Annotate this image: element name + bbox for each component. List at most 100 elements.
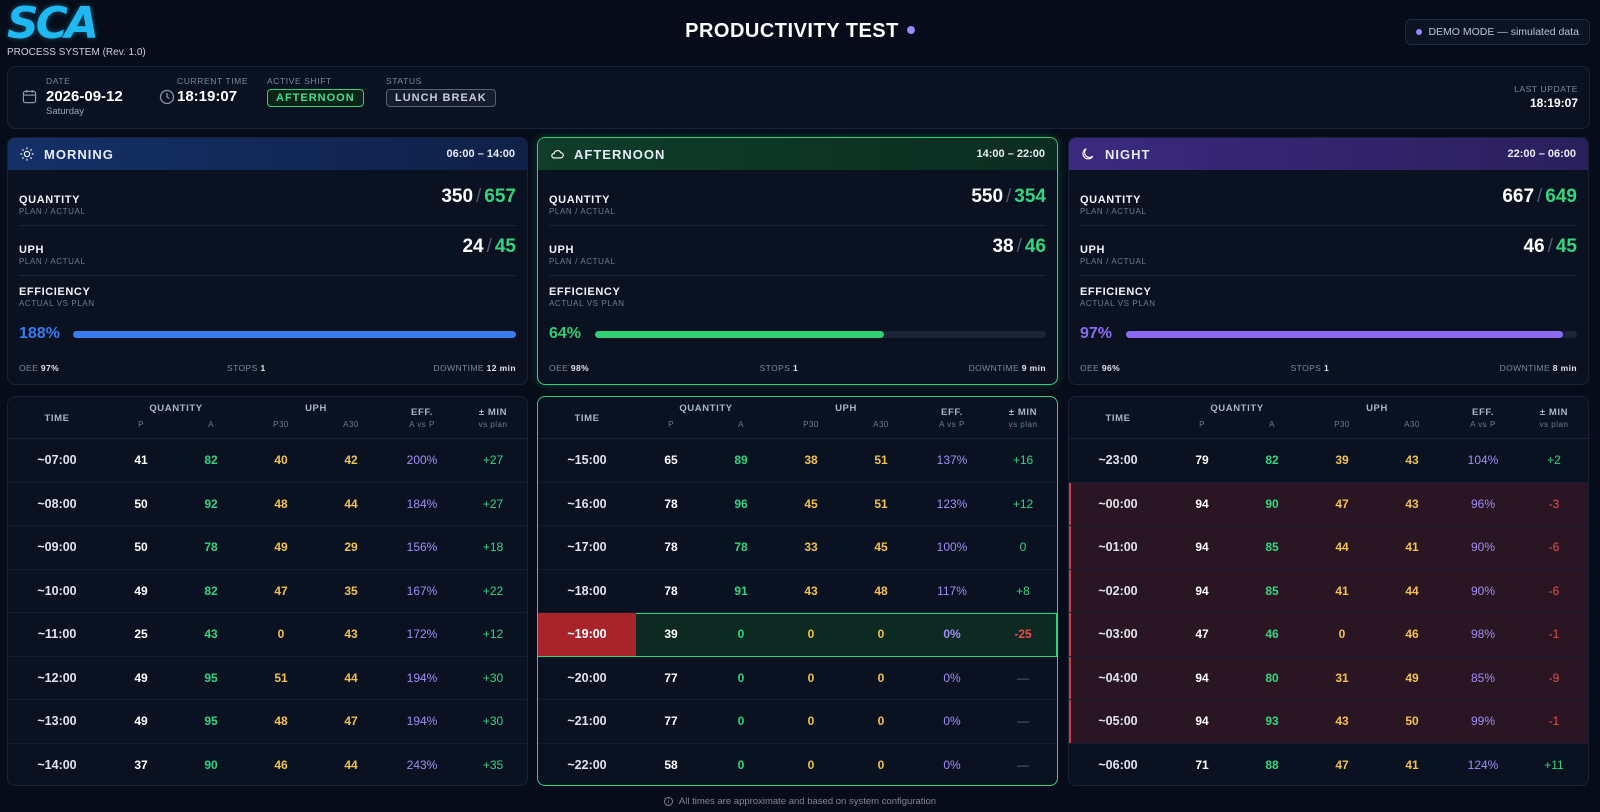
cell-eff: 0%: [943, 627, 961, 642]
actual-vs-plan-sub: ACTUAL VS PLAN: [1080, 299, 1156, 308]
cell-a30: 41: [1405, 758, 1419, 773]
cell-time: ~04:00: [1098, 670, 1138, 685]
current-time-value: 18:19:07: [177, 88, 238, 105]
cell-p: 77: [664, 714, 678, 729]
status-dot-icon: [906, 25, 915, 34]
quantity-actual: 354: [1014, 186, 1046, 207]
cell-a30: 0: [877, 627, 885, 642]
cell-a30: 43: [1405, 453, 1419, 468]
cell-min: -3: [1548, 496, 1560, 511]
cell-eff: 90%: [1470, 583, 1496, 598]
cell-p: 39: [664, 627, 678, 642]
cell-p30: 47: [1335, 758, 1349, 773]
col-quantity: QUANTITY: [149, 403, 203, 414]
downtime-value: 8 min: [1552, 363, 1577, 373]
cell-min: +30: [482, 670, 504, 685]
time-group: CURRENT TIME 18:19:07: [177, 76, 248, 105]
cell-p: 94: [1195, 583, 1209, 598]
cell-p30: 0: [807, 670, 815, 685]
cell-eff: 137%: [936, 453, 968, 468]
uph-value: 46/45: [1523, 236, 1577, 258]
shift-card-morning: MORNING 06:00 – 14:00 QUANTITY PLAN / AC…: [7, 137, 528, 385]
shift-card-afternoon: AFTERNOON 14:00 – 22:00 QUANTITY PLAN / …: [537, 137, 1058, 385]
shift-header: MORNING 06:00 – 14:00: [8, 138, 527, 170]
cell-eff: 184%: [406, 496, 438, 511]
page-title: PRODUCTIVITY TEST: [0, 20, 1600, 43]
date-group: DATE 2026-09-12 Saturday: [46, 76, 123, 117]
efficiency-bar: [595, 330, 1046, 338]
cell-a30: 45: [874, 540, 888, 555]
efficiency-metric: EFFICIENCY ACTUAL VS PLAN: [549, 286, 1046, 308]
cell-time: ~07:00: [37, 453, 77, 468]
quantity-metric: QUANTITY PLAN / ACTUAL 350/657: [19, 186, 516, 216]
weekday-value: Saturday: [46, 106, 85, 117]
cell-time: ~13:00: [37, 714, 77, 729]
efficiency-bar-fill: [73, 330, 516, 338]
logo-wordmark: SCA: [7, 0, 99, 49]
cell-min: —: [1017, 758, 1029, 773]
efficiency-label: EFFICIENCY: [1080, 286, 1152, 298]
cell-eff: 124%: [1467, 758, 1499, 773]
cell-time: ~20:00: [567, 670, 607, 685]
actual-vs-plan-sub: ACTUAL VS PLAN: [19, 299, 95, 308]
col-eff: EFF.: [941, 407, 963, 418]
cell-p: 25: [134, 627, 148, 642]
shift-name: MORNING: [44, 146, 114, 162]
efficiency-bar-row: 97%: [1080, 324, 1577, 344]
cell-min: +12: [1012, 496, 1034, 511]
cell-min: +30: [482, 714, 504, 729]
cell-min: +18: [482, 540, 504, 555]
cell-a: 95: [204, 714, 218, 729]
cell-p: 58: [664, 758, 678, 773]
cell-min: -1: [1548, 714, 1560, 729]
col-min-sub: vs plan: [1008, 420, 1038, 429]
cell-min: -6: [1548, 583, 1560, 598]
plan-actual-sub: PLAN / ACTUAL: [19, 207, 86, 216]
efficiency-bar-fill: [1126, 330, 1564, 338]
cell-time: ~17:00: [567, 540, 607, 555]
quantity-actual: 649: [1545, 186, 1577, 207]
cell-p30: 39: [1335, 453, 1349, 468]
col-a: A: [1269, 420, 1275, 429]
col-min: ± MIN: [1008, 407, 1038, 418]
cell-p: 49: [134, 583, 148, 598]
cell-min: +27: [482, 496, 504, 511]
last-update-group: LAST UPDATE 18:19:07: [1514, 84, 1578, 110]
cell-a30: 51: [874, 453, 888, 468]
table-row: ~07:00 41 82 40 42 200% +27: [8, 439, 527, 483]
uph-metric: UPH PLAN / ACTUAL 38/46: [549, 236, 1046, 266]
cell-a: 93: [1265, 714, 1279, 729]
cell-time: ~01:00: [1098, 540, 1138, 555]
cell-p: 78: [664, 496, 678, 511]
col-quantity: QUANTITY: [679, 403, 733, 414]
col-a30: A30: [343, 420, 359, 429]
cell-p30: 43: [1335, 714, 1349, 729]
stops-value: 1: [1324, 363, 1330, 373]
cell-p30: 0: [807, 627, 815, 642]
downtime-stat: DOWNTIME 12 min: [433, 363, 516, 373]
plan-actual-sub: PLAN / ACTUAL: [549, 207, 616, 216]
cell-p: 65: [664, 453, 678, 468]
shift-header: AFTERNOON 14:00 – 22:00: [538, 138, 1057, 170]
downtime-stat: DOWNTIME 9 min: [969, 363, 1046, 373]
cell-a: 78: [204, 540, 218, 555]
cell-a: 95: [204, 670, 218, 685]
col-min-sub: vs plan: [478, 420, 508, 429]
cell-eff: 156%: [406, 540, 438, 555]
divider: [19, 225, 516, 226]
status-label: STATUS: [386, 76, 422, 86]
cell-eff: 0%: [943, 758, 961, 773]
col-uph: UPH: [835, 403, 857, 414]
cell-a: 88: [1265, 758, 1279, 773]
table-row: ~06:00 71 88 47 41 124% +11: [1069, 744, 1588, 786]
card-footer: OEE 97% STOPS 1 DOWNTIME 12 min: [19, 363, 516, 373]
cell-eff: 96%: [1470, 496, 1496, 511]
table-header: TIME QUANTITY UPH EFF. A vs P ± MIN vs plan P A P…: [8, 397, 527, 439]
table-row: ~01:00 94 85 44 41 90% -6: [1069, 526, 1588, 570]
cell-a: 0: [737, 714, 745, 729]
stops-stat: STOPS 1: [1291, 363, 1330, 373]
cell-p: 77: [664, 670, 678, 685]
downtime-label: DOWNTIME: [968, 363, 1020, 373]
cell-min: —: [1017, 670, 1029, 685]
hourly-table-night: TIME QUANTITY UPH EFF. A vs P ± MIN vs plan P A P…: [1068, 396, 1589, 786]
